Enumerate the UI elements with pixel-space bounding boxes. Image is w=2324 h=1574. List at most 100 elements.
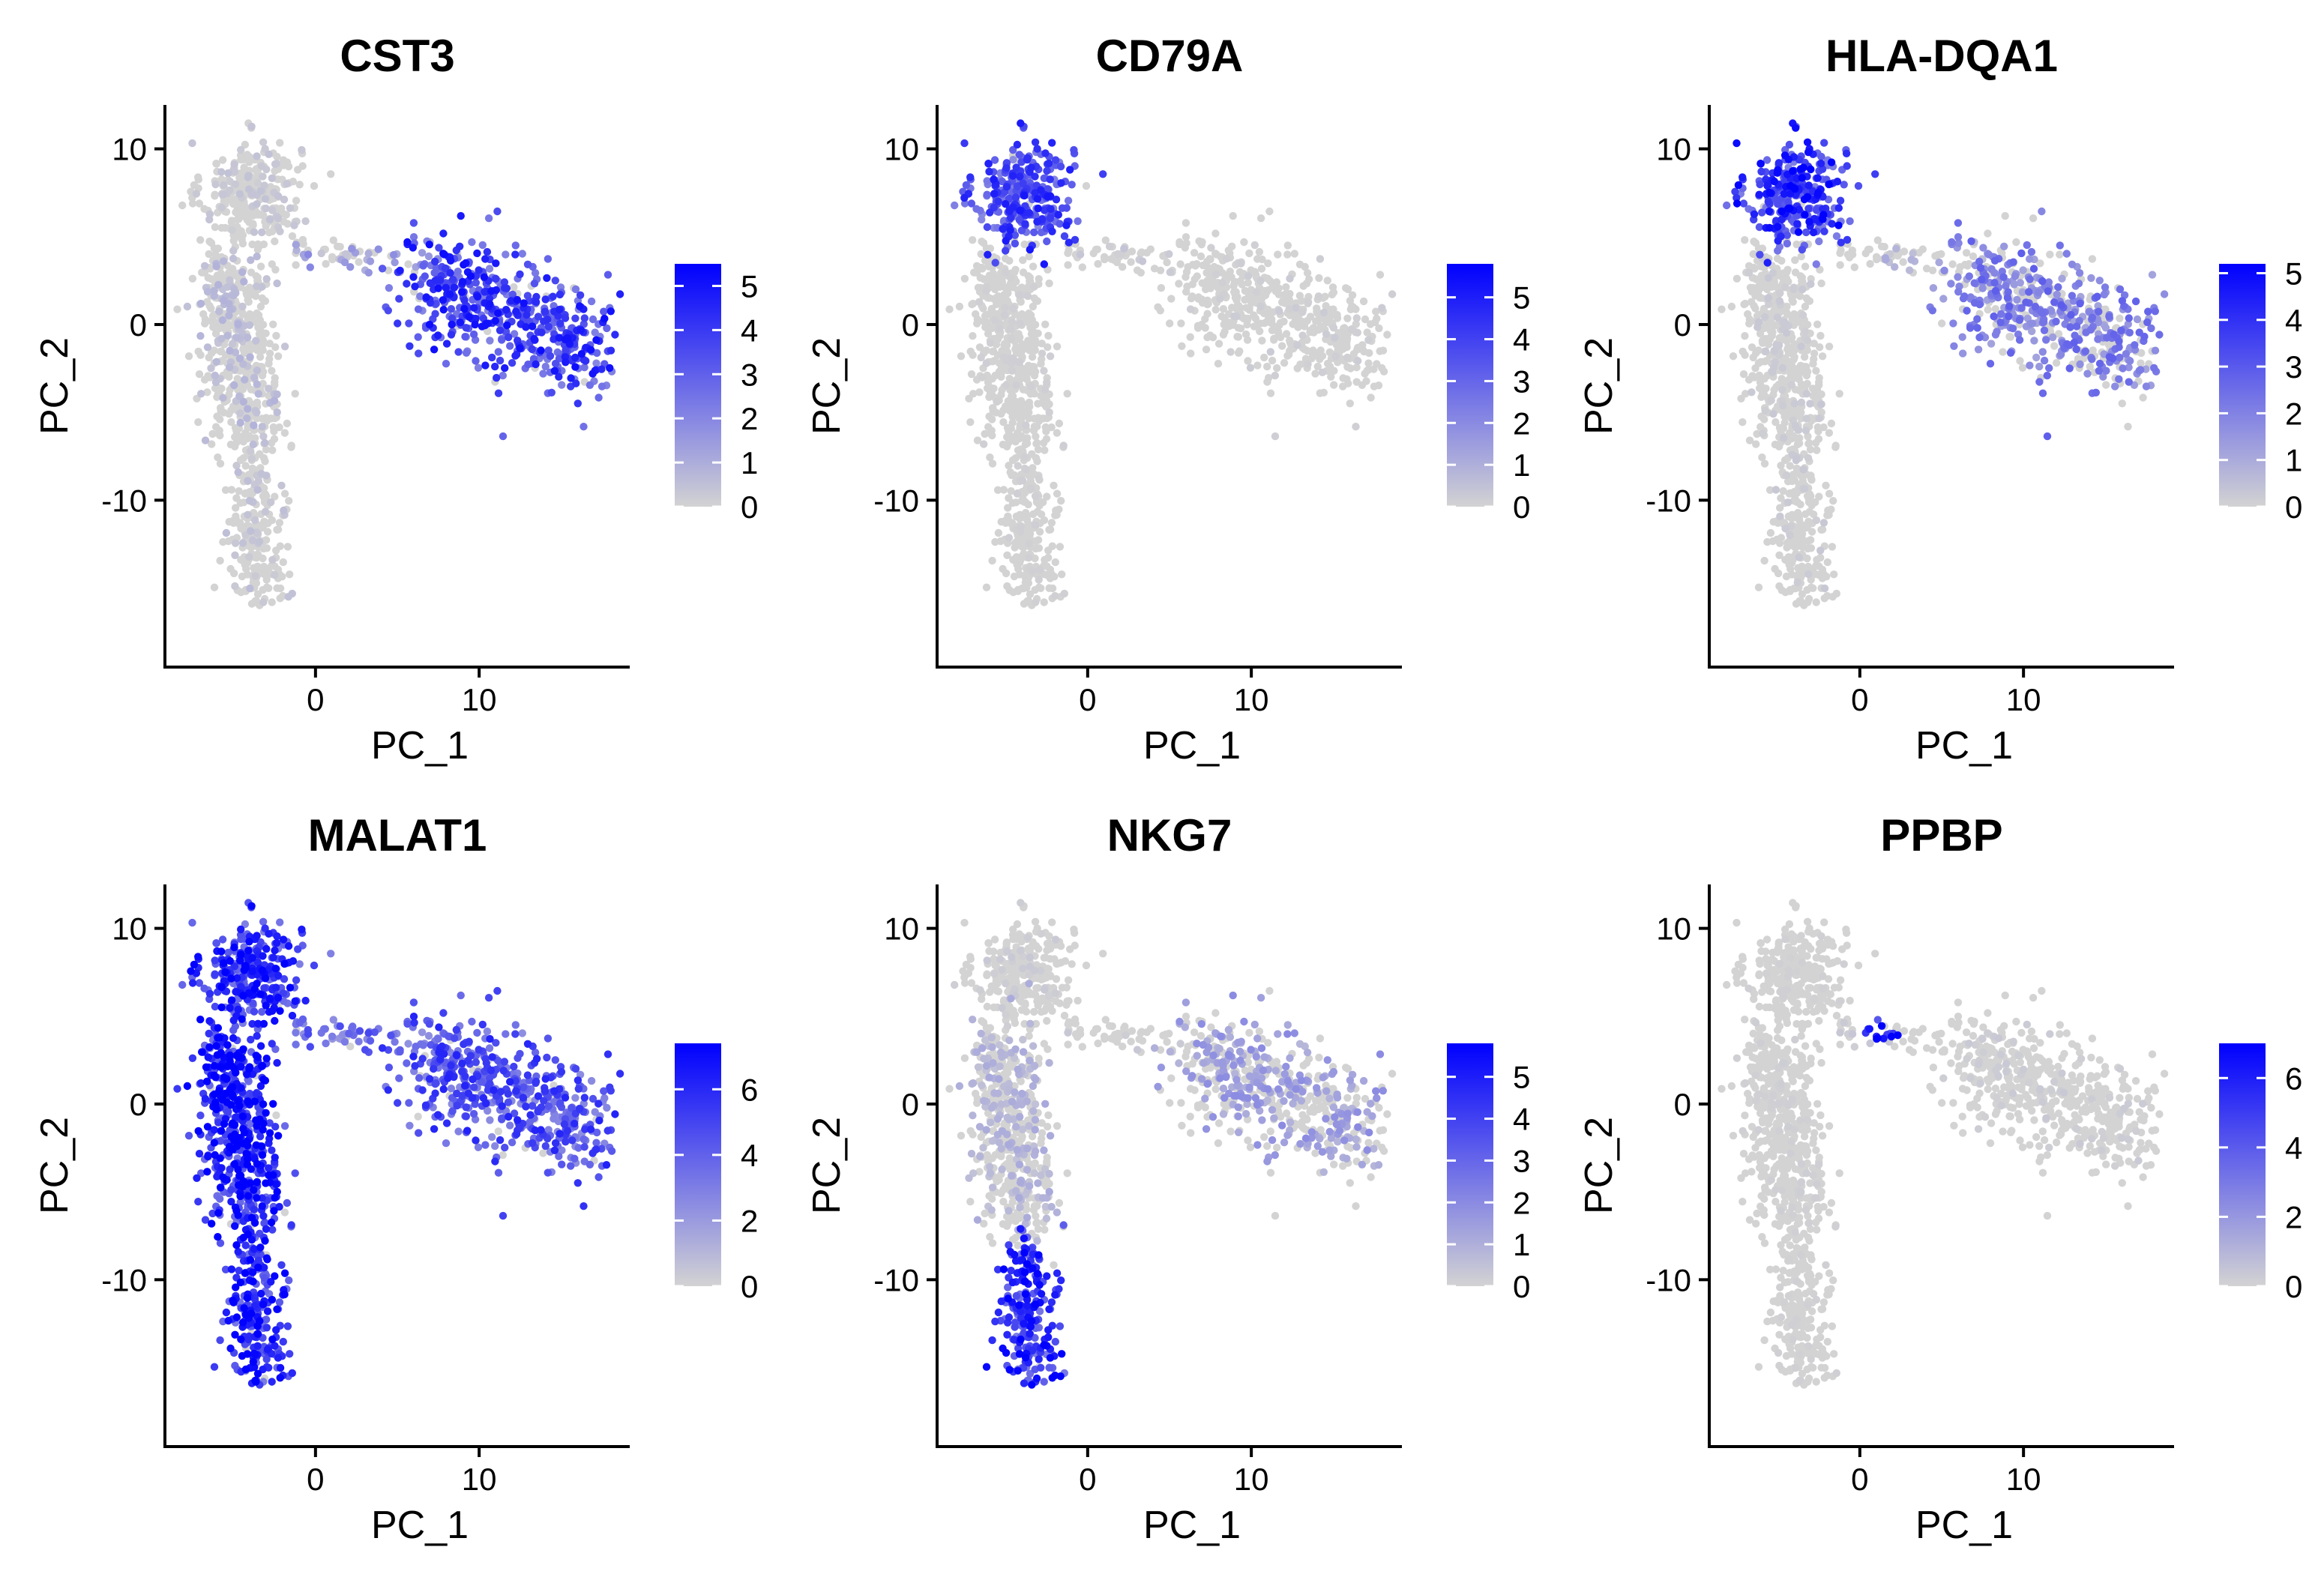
data-point xyxy=(406,342,414,350)
data-point xyxy=(1235,347,1244,355)
data-point xyxy=(259,240,268,249)
data-point xyxy=(2043,432,2052,441)
data-point xyxy=(1752,440,1760,448)
data-point xyxy=(225,410,233,418)
data-point xyxy=(421,272,429,280)
data-point xyxy=(534,313,543,321)
data-point xyxy=(1029,471,1037,479)
data-point xyxy=(1361,315,1370,324)
data-point xyxy=(364,268,373,277)
data-point xyxy=(984,294,992,302)
data-point xyxy=(1771,486,1780,494)
data-point xyxy=(1795,597,1804,606)
data-point xyxy=(574,399,582,408)
data-point xyxy=(259,554,267,563)
data-point xyxy=(229,237,238,245)
data-point xyxy=(473,249,481,258)
data-point xyxy=(259,321,268,329)
data-point xyxy=(1795,365,1804,373)
data-point xyxy=(1973,324,1981,332)
data-point xyxy=(178,201,187,210)
data-point xyxy=(528,345,536,354)
data-point xyxy=(229,247,238,255)
data-point xyxy=(1025,554,1033,562)
data-point xyxy=(1027,484,1035,492)
data-point xyxy=(2155,331,2164,339)
data-point xyxy=(2050,298,2059,307)
data-point xyxy=(1006,226,1014,235)
data-point xyxy=(1226,348,1235,356)
data-point xyxy=(283,419,292,428)
data-point xyxy=(1016,319,1024,328)
data-point xyxy=(1304,298,1313,307)
data-point xyxy=(983,223,992,232)
data-point xyxy=(1051,558,1060,567)
data-point xyxy=(268,206,277,214)
data-point xyxy=(1825,343,1834,351)
data-point xyxy=(1002,247,1010,255)
data-point xyxy=(594,394,603,402)
data-point xyxy=(1774,237,1782,245)
data-point xyxy=(1044,343,1052,352)
data-point xyxy=(210,346,218,355)
data-point xyxy=(1002,163,1011,172)
data-point xyxy=(1352,423,1360,431)
data-point xyxy=(1729,352,1738,361)
data-point xyxy=(258,228,266,237)
data-point xyxy=(1778,386,1786,394)
data-point xyxy=(1819,211,1828,219)
x-tick-label: 10 xyxy=(2006,682,2041,717)
colorbar-label: 2 xyxy=(1513,405,1530,441)
data-point xyxy=(1786,531,1794,540)
data-point xyxy=(494,389,503,397)
data-point xyxy=(269,423,277,432)
data-point xyxy=(1256,302,1265,311)
data-point xyxy=(1013,489,1022,498)
data-point xyxy=(981,429,989,438)
data-point xyxy=(1193,272,1202,280)
data-point xyxy=(510,283,518,292)
data-point xyxy=(2054,283,2062,292)
data-point xyxy=(1026,590,1035,598)
data-point xyxy=(1258,337,1266,345)
data-point xyxy=(283,180,291,188)
data-point xyxy=(2068,292,2077,300)
data-point xyxy=(1032,537,1040,546)
data-point xyxy=(1017,119,1025,127)
data-point xyxy=(431,257,439,266)
data-point xyxy=(520,299,528,307)
data-point xyxy=(446,269,454,277)
data-point xyxy=(292,261,300,269)
data-point xyxy=(1182,288,1190,296)
data-point xyxy=(1774,223,1782,231)
data-point xyxy=(2062,250,2071,258)
data-point xyxy=(2160,290,2169,298)
data-point xyxy=(1363,328,1371,337)
data-point xyxy=(494,348,502,356)
data-point xyxy=(1266,389,1275,397)
data-point xyxy=(1064,196,1073,205)
data-point xyxy=(1008,354,1017,363)
data-point xyxy=(208,440,216,448)
data-point xyxy=(235,392,244,400)
data-point xyxy=(1023,597,1032,606)
data-point xyxy=(1025,540,1033,548)
data-point xyxy=(244,477,252,485)
data-point xyxy=(274,205,283,213)
data-point xyxy=(1175,238,1184,247)
data-point xyxy=(1804,439,1813,448)
data-point xyxy=(1105,242,1114,250)
data-point xyxy=(183,302,192,311)
data-point xyxy=(267,498,275,507)
data-point xyxy=(1790,488,1798,496)
data-point xyxy=(1046,214,1055,223)
data-point xyxy=(985,167,993,176)
data-point xyxy=(1274,250,1282,259)
data-point xyxy=(2039,318,2048,326)
data-point xyxy=(2003,294,2012,302)
data-point xyxy=(502,306,511,314)
data-point xyxy=(231,539,240,547)
data-point xyxy=(211,223,220,232)
data-point xyxy=(1802,363,1810,371)
